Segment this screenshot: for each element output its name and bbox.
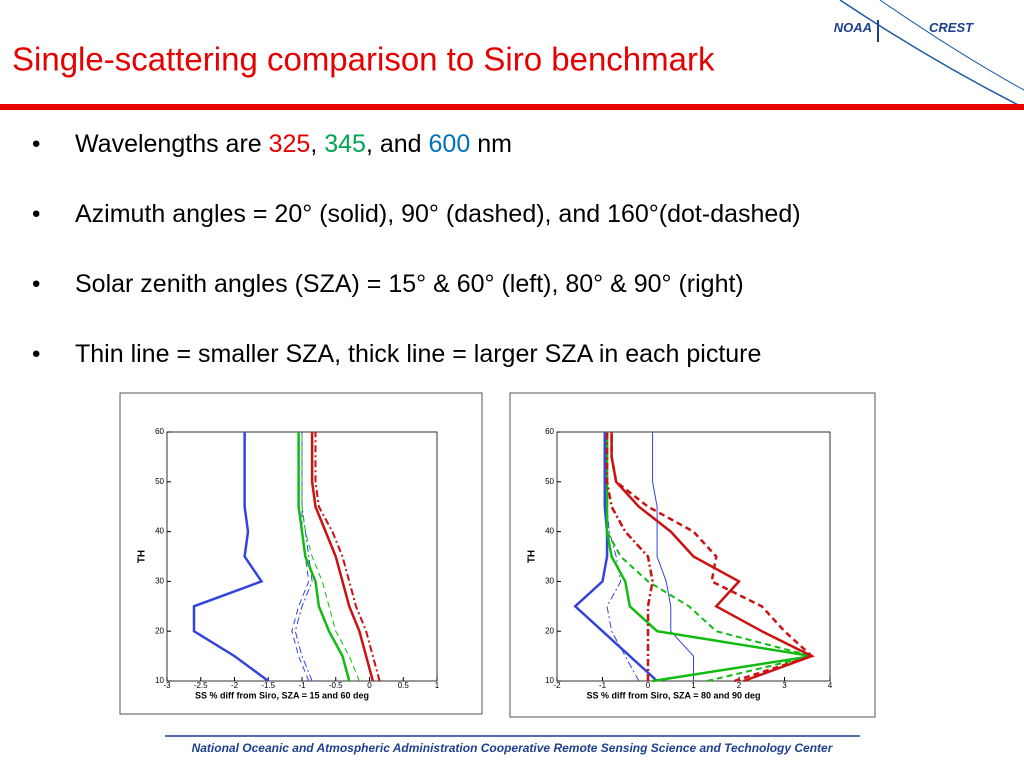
x-tick-label: -1.5 bbox=[261, 681, 275, 690]
bullet-segment: Solar zenith angles (SZA) = 15° & 60° (l… bbox=[75, 270, 744, 298]
x-tick-label: 0.5 bbox=[398, 681, 410, 690]
swoosh bbox=[879, 0, 1024, 91]
bullet-list: • Wavelengths are 325, 345, and 600 nm • Az… bbox=[32, 130, 801, 368]
data-line bbox=[294, 432, 313, 682]
logo-text: NOAA bbox=[834, 20, 872, 35]
bullet-segment: 345 bbox=[324, 130, 366, 158]
data-line bbox=[297, 432, 351, 682]
data-line bbox=[314, 432, 381, 682]
bullet-segment: Thin line = smaller SZA, thick line = la… bbox=[75, 340, 761, 368]
y-tick-label: 40 bbox=[545, 527, 554, 536]
data-line bbox=[573, 432, 658, 682]
bullet-segment: Wavelengths are bbox=[75, 130, 269, 158]
bullet-dot: • bbox=[32, 340, 40, 367]
y-tick-label: 30 bbox=[545, 577, 554, 586]
title-rule bbox=[0, 104, 1024, 110]
plot: -3 -2.5 -2 -1.5 -1 -0.5 0 0.5 1 10 20 30 40 50 60 SS % … bbox=[137, 427, 440, 700]
y-tick-label: 20 bbox=[545, 626, 554, 635]
x-tick-label: 2 bbox=[737, 681, 742, 690]
bullet-dot: • bbox=[32, 270, 40, 297]
swoosh bbox=[839, 0, 1024, 109]
x-tick-label: 4 bbox=[828, 681, 833, 690]
data-line bbox=[605, 432, 654, 681]
data-line bbox=[310, 432, 375, 682]
data-line bbox=[652, 432, 694, 681]
bullet-segment: , and bbox=[366, 130, 429, 158]
bullet-dot: • bbox=[32, 200, 40, 227]
x-tick-label: 3 bbox=[782, 681, 787, 690]
data-line bbox=[192, 432, 269, 683]
x-tick-label: -0.5 bbox=[329, 681, 343, 690]
bullet-text: Azimuth angles = 20° (solid), 90° (dashe… bbox=[75, 200, 801, 228]
x-tick-label: -2.5 bbox=[194, 681, 208, 690]
plot: -2 -1 0 1 2 3 4 10 20 30 40 50 60 SS % diff from Siro… bbox=[527, 427, 833, 700]
bullet-segment: Azimuth angles = 20° (solid), 90° (dashe… bbox=[75, 200, 801, 228]
y-tick-label: 10 bbox=[545, 676, 554, 685]
slide-title: Single-scattering comparison to Siro ben… bbox=[12, 41, 715, 78]
x-tick-label: -3 bbox=[163, 681, 171, 690]
y-tick-label: 60 bbox=[545, 427, 554, 436]
bullet-dot: • bbox=[32, 130, 40, 157]
x-tick-label: -2 bbox=[553, 681, 561, 690]
bullet-text: Solar zenith angles (SZA) = 15° & 60° (l… bbox=[75, 270, 744, 298]
bullet-text: Thin line = smaller SZA, thick line = la… bbox=[75, 340, 761, 368]
bullet-segment: , bbox=[310, 130, 324, 158]
chart-frame bbox=[119, 392, 483, 715]
y-tick-label: 10 bbox=[155, 676, 164, 685]
y-tick-label: 30 bbox=[155, 577, 164, 586]
y-tick-label: 60 bbox=[155, 427, 164, 436]
data-line bbox=[610, 432, 815, 683]
y-tick-label: 40 bbox=[155, 527, 164, 536]
bullet-segment: 325 bbox=[269, 130, 311, 158]
bullet-segment: 600 bbox=[429, 130, 471, 158]
x-tick-label: 0 bbox=[367, 681, 372, 690]
logo-text: CREST bbox=[929, 20, 974, 35]
x-tick-label: -1 bbox=[298, 681, 306, 690]
y-tick-label: 50 bbox=[545, 477, 554, 486]
y-tick-label: 50 bbox=[155, 477, 164, 486]
x-tick-label: 1 bbox=[435, 681, 440, 690]
x-axis-label: SS % diff from Siro, SZA = 15 and 60 deg bbox=[195, 690, 369, 700]
x-tick-label: -1 bbox=[599, 681, 607, 690]
y-axis-label: TH bbox=[137, 550, 148, 563]
x-axis-label: SS % diff from Siro, SZA = 80 and 90 deg bbox=[587, 690, 761, 700]
bullet-segment: nm bbox=[470, 130, 512, 158]
y-axis-label: TH bbox=[527, 550, 538, 563]
data-line bbox=[610, 432, 815, 683]
data-line bbox=[606, 432, 640, 682]
footer: National Oceanic and Atmospheric Adminis… bbox=[192, 741, 834, 755]
y-tick-label: 20 bbox=[155, 626, 164, 635]
bullet-text: Wavelengths are 325, 345, and 600 nm bbox=[75, 130, 512, 158]
x-tick-label: 0 bbox=[646, 681, 651, 690]
data-line bbox=[301, 432, 360, 682]
x-tick-label: -2 bbox=[231, 681, 239, 690]
x-tick-label: 1 bbox=[691, 681, 696, 690]
